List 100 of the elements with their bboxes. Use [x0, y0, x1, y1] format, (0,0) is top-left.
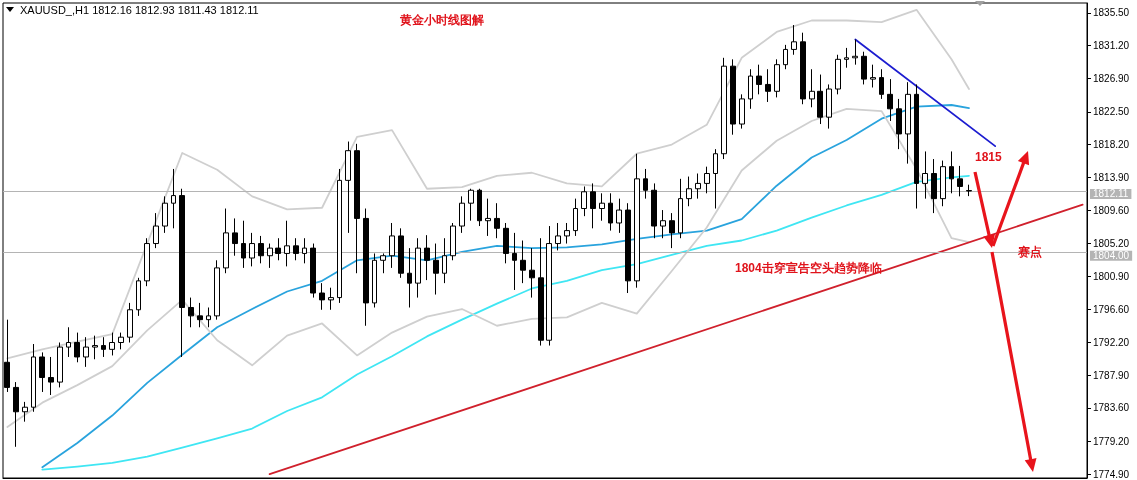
candlestick	[380, 252, 386, 274]
candlestick	[634, 153, 640, 289]
candlestick	[337, 168, 342, 304]
candlestick	[896, 98, 902, 150]
y-tick-label: 1774.90	[1093, 468, 1130, 480]
candlestick	[835, 54, 841, 95]
y-tick-label: 1787.90	[1093, 369, 1130, 381]
candlestick	[695, 173, 701, 200]
candlestick	[957, 165, 963, 197]
candlestick	[319, 282, 325, 311]
candlestick	[660, 209, 666, 239]
candlestick	[328, 287, 334, 311]
candlestick	[678, 178, 683, 239]
candlestick	[258, 235, 264, 264]
candlestick	[512, 232, 517, 291]
y-tick-label: 1826.90	[1093, 72, 1130, 84]
candlestick	[389, 222, 395, 269]
line-series	[41, 174, 970, 471]
candlestick	[22, 401, 28, 423]
candlestick	[302, 237, 307, 264]
y-tick-label: 1792.20	[1093, 337, 1130, 348]
candlestick	[590, 182, 596, 229]
candlestick	[774, 58, 780, 98]
candlestick	[136, 277, 141, 317]
candlestick	[31, 343, 36, 413]
candlestick	[616, 198, 622, 234]
annotation: 1815	[975, 150, 1003, 164]
candlestick	[879, 68, 884, 100]
candlestick	[57, 342, 63, 388]
candlestick	[477, 188, 482, 227]
candlestick	[241, 220, 246, 269]
candlestick	[791, 24, 797, 56]
text: 黄金小时线图解	[399, 13, 484, 27]
candlestick	[721, 57, 727, 160]
candlestick	[905, 81, 911, 165]
candlestick	[669, 212, 675, 249]
candlestick	[914, 83, 919, 210]
y-tick-label: 1800.90	[1093, 270, 1130, 282]
candlestick	[433, 243, 439, 296]
candlestick	[861, 51, 867, 85]
candlestick	[756, 64, 762, 95]
candlestick	[844, 47, 849, 69]
candlestick	[74, 332, 80, 363]
candlestick	[206, 306, 211, 328]
y-tick-label: 1818.20	[1093, 139, 1130, 151]
candlestick	[39, 351, 45, 393]
y-tick-label: 1831.20	[1093, 40, 1130, 52]
candlestick	[144, 237, 150, 287]
candlestick	[704, 166, 710, 194]
candlestick	[922, 150, 928, 200]
candlestick	[852, 39, 858, 66]
candlestick	[520, 240, 526, 284]
candlestick	[503, 222, 509, 264]
candlestick	[415, 237, 421, 299]
candlestick	[529, 247, 535, 299]
candlestick	[407, 247, 412, 308]
candlestick	[232, 217, 238, 257]
candlestick	[188, 297, 194, 328]
candlestick	[765, 68, 771, 103]
candlestick	[450, 222, 456, 261]
candlestick	[538, 237, 544, 347]
candlestick	[424, 234, 430, 281]
candlestick	[608, 192, 613, 232]
candlestick	[817, 74, 823, 125]
annotation: 1804击穿宣告空头趋势降临	[735, 261, 882, 275]
candlestick	[800, 32, 806, 105]
candlestick	[887, 78, 893, 122]
candlestick	[651, 182, 657, 239]
y-tick-label: 1809.60	[1093, 204, 1130, 216]
candlestick	[459, 195, 465, 234]
candlestick	[267, 243, 273, 269]
candlestick	[581, 185, 587, 217]
candlestick	[826, 83, 832, 130]
candlestick	[468, 188, 474, 222]
candlestick	[223, 208, 229, 274]
candlestick	[118, 332, 124, 350]
candlestick	[92, 335, 98, 360]
candlestick	[949, 150, 954, 194]
candlestick	[643, 168, 648, 200]
ref-line-label: 1812.11	[1093, 188, 1129, 200]
candlestick	[713, 148, 718, 210]
candlestick	[573, 198, 578, 237]
candlestick	[686, 176, 692, 207]
line-series	[6, 8, 970, 360]
candlestick	[730, 58, 736, 136]
candlestick	[214, 259, 220, 321]
candlestick	[249, 232, 255, 267]
candlestick	[625, 202, 631, 294]
candlestick	[940, 160, 946, 207]
candlestick	[83, 336, 89, 368]
candlestick	[494, 202, 500, 239]
candlestick	[363, 208, 369, 327]
candlestick	[48, 356, 54, 396]
candlestick	[179, 188, 185, 358]
candlestick	[345, 141, 351, 234]
y-tick-label: 1813.90	[1093, 171, 1130, 183]
candlestick	[485, 198, 491, 237]
candlestick	[442, 237, 447, 284]
candlestick	[748, 68, 753, 110]
candlestick	[162, 195, 168, 234]
